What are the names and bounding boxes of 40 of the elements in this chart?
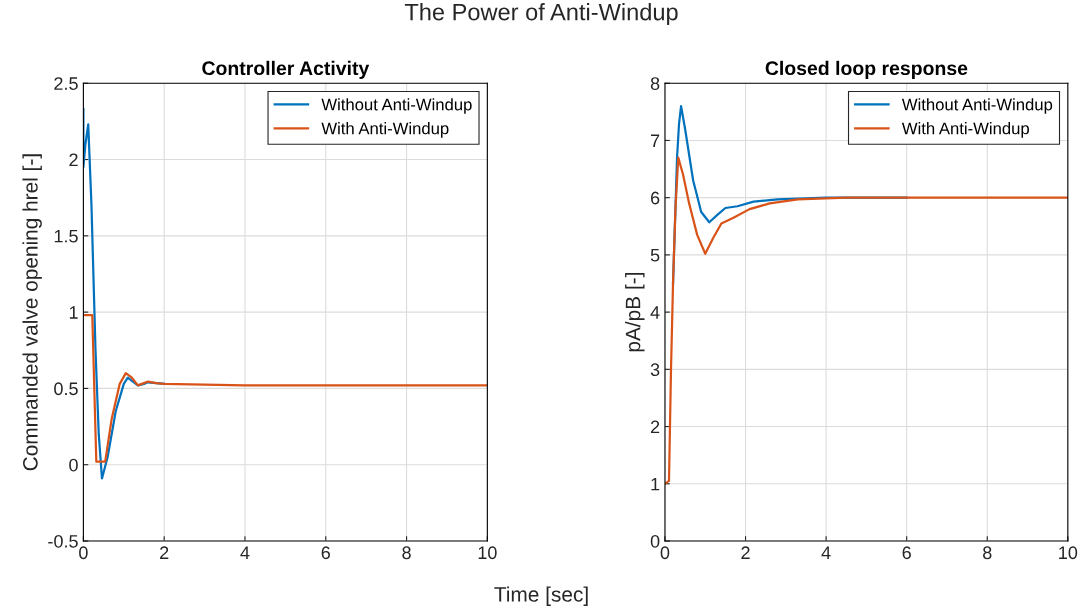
x-tick-label: 4 xyxy=(821,546,831,559)
y-tick-label: 5 xyxy=(650,249,660,262)
legend-label: With Anti-Windup xyxy=(901,122,1029,138)
y-tick-label: 1 xyxy=(69,306,78,319)
legend-label: Without Anti-Windup xyxy=(321,98,472,114)
y-tick-label: 2 xyxy=(650,420,660,434)
x-tick-label: 6 xyxy=(902,546,911,560)
legend-label: With Anti-Windup xyxy=(321,122,449,138)
y-tick-label: 0 xyxy=(69,458,78,472)
y-tick-label: 6 xyxy=(650,191,660,205)
y-tick-label: -0.5 xyxy=(48,534,78,548)
y-axis-title: pA/pB [-] xyxy=(625,273,645,352)
legend-label: Without Anti-Windup xyxy=(901,98,1053,114)
line-series xyxy=(664,156,1068,485)
y-axis-title: Commanded valve opening hrel [-] xyxy=(22,154,42,471)
x-tick-label: 2 xyxy=(160,546,169,559)
y-tick-label: 3 xyxy=(650,363,660,377)
x-tick-label: 8 xyxy=(402,546,411,560)
x-tick-label: 4 xyxy=(240,546,250,559)
x-tick-label: 10 xyxy=(1059,546,1078,560)
x-tick-label: 6 xyxy=(321,546,330,560)
y-tick-label: 2.5 xyxy=(54,77,78,90)
chart-title: Controller Activity xyxy=(202,60,370,79)
x-tick-label: 0 xyxy=(79,546,88,560)
x-tick-label: 10 xyxy=(478,546,497,560)
x-tick-label: 0 xyxy=(660,546,670,560)
text: The Power of Anti-Windup xyxy=(404,3,678,26)
y-tick-label: 7 xyxy=(650,134,660,147)
x-tick-label: 2 xyxy=(741,546,750,559)
y-tick-label: 1 xyxy=(651,477,660,491)
y-tick-label: 0.5 xyxy=(54,382,78,396)
y-tick-label: 8 xyxy=(650,77,660,90)
line-series xyxy=(83,314,488,463)
y-tick-label: 0 xyxy=(650,534,660,548)
chart-title: Closed loop response xyxy=(765,60,968,79)
y-tick-label: 2 xyxy=(69,153,78,167)
y-tick-label: 1.5 xyxy=(54,229,78,243)
x-axis-title: Time [sec] xyxy=(494,586,588,606)
y-tick-label: 4 xyxy=(650,306,660,319)
x-tick-label: 8 xyxy=(983,546,992,560)
